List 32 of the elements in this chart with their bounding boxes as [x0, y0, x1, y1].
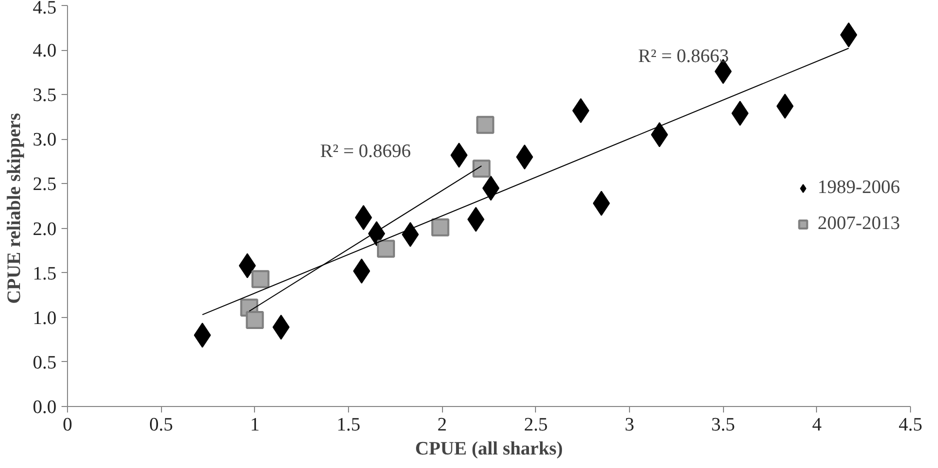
- y-tick-label: 2.5: [32, 174, 56, 196]
- x-tick-label: 3: [624, 414, 634, 436]
- annotation: R² = 0.8663: [638, 46, 729, 67]
- y-tick-label: 3.0: [32, 130, 56, 151]
- x-axis-title: CPUE (all sharks): [415, 438, 563, 460]
- x-tick-label: 0.5: [149, 414, 174, 436]
- x-tick-label: 1: [250, 414, 260, 436]
- x-tick-label: 3.5: [711, 414, 736, 436]
- x-tick-label: 2.5: [524, 414, 548, 436]
- x-tick-label: 0: [62, 414, 72, 436]
- point: [246, 311, 264, 330]
- x-tick-label: 1.5: [336, 414, 360, 436]
- point: [476, 116, 494, 134]
- x-tick-label: 4.5: [898, 414, 922, 436]
- y-tick-label: 4.0: [32, 40, 56, 62]
- y-tick-label: 0.0: [32, 397, 56, 418]
- y-tick-label: 1.0: [32, 308, 56, 329]
- y-tick-label: 4.5: [32, 0, 56, 18]
- point: [472, 160, 491, 178]
- y-tick-label: 1.5: [32, 263, 56, 284]
- point: [251, 270, 270, 288]
- y-tick-label: 3.5: [32, 85, 56, 106]
- y-tick-label: 2.0: [32, 218, 56, 240]
- legend-label: 1989-2006: [818, 176, 900, 198]
- y-axis-title: CPUE reliable skippers: [4, 113, 25, 304]
- point: [431, 218, 450, 236]
- point: [376, 240, 395, 258]
- y-tick-label: 0.5: [32, 352, 56, 374]
- annotation: R² = 0.8696: [320, 141, 411, 162]
- x-tick-label: 2: [437, 414, 447, 436]
- x-tick-label: 4: [812, 414, 822, 436]
- legend-label: 2007-2013: [818, 212, 900, 234]
